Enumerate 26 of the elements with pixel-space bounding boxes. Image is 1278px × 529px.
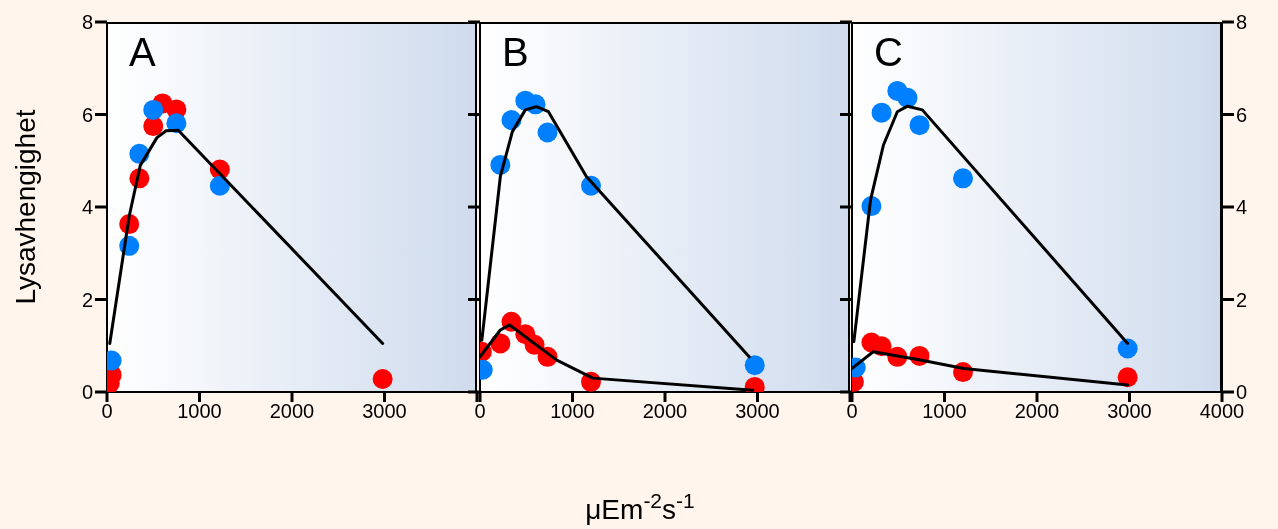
y-axis-title: Lysavhengighet: [10, 109, 41, 305]
y2-tick-label: 2: [1236, 288, 1248, 311]
x-tick-label: 2000: [269, 400, 315, 423]
y2-tick-label: 8: [1236, 11, 1248, 34]
x-axis-title: μEm$^{-2}$s$^{-1}$: [585, 488, 695, 525]
y-tick-label: 8: [81, 11, 93, 34]
chart-title: A: [129, 30, 156, 74]
y-tick-label: 6: [81, 103, 93, 126]
y-tick-label: 0: [81, 381, 93, 404]
x-tick-label: 3000: [362, 400, 407, 423]
y2-tick-label: 4: [1236, 196, 1248, 219]
x-tick-label: 3000: [1107, 400, 1152, 423]
x-tick-label: 0: [101, 400, 113, 423]
chart-title: C: [874, 30, 903, 74]
x-tick-label: 0: [474, 400, 486, 423]
x-tick-label: 1000: [922, 400, 967, 423]
x-tick-label: 0: [846, 400, 858, 423]
x-tick-label: 1000: [550, 400, 595, 423]
chart-title: B: [502, 30, 529, 74]
x-tick-label: 2000: [642, 400, 688, 423]
y-tick-label: 2: [81, 288, 93, 311]
y-tick-label: 4: [81, 196, 93, 219]
x-tick-label: 3000: [735, 400, 780, 423]
x-tick-label: 1000: [177, 400, 222, 423]
y2-tick-label: 6: [1236, 103, 1248, 126]
x-tick-label: 2000: [1014, 400, 1060, 423]
